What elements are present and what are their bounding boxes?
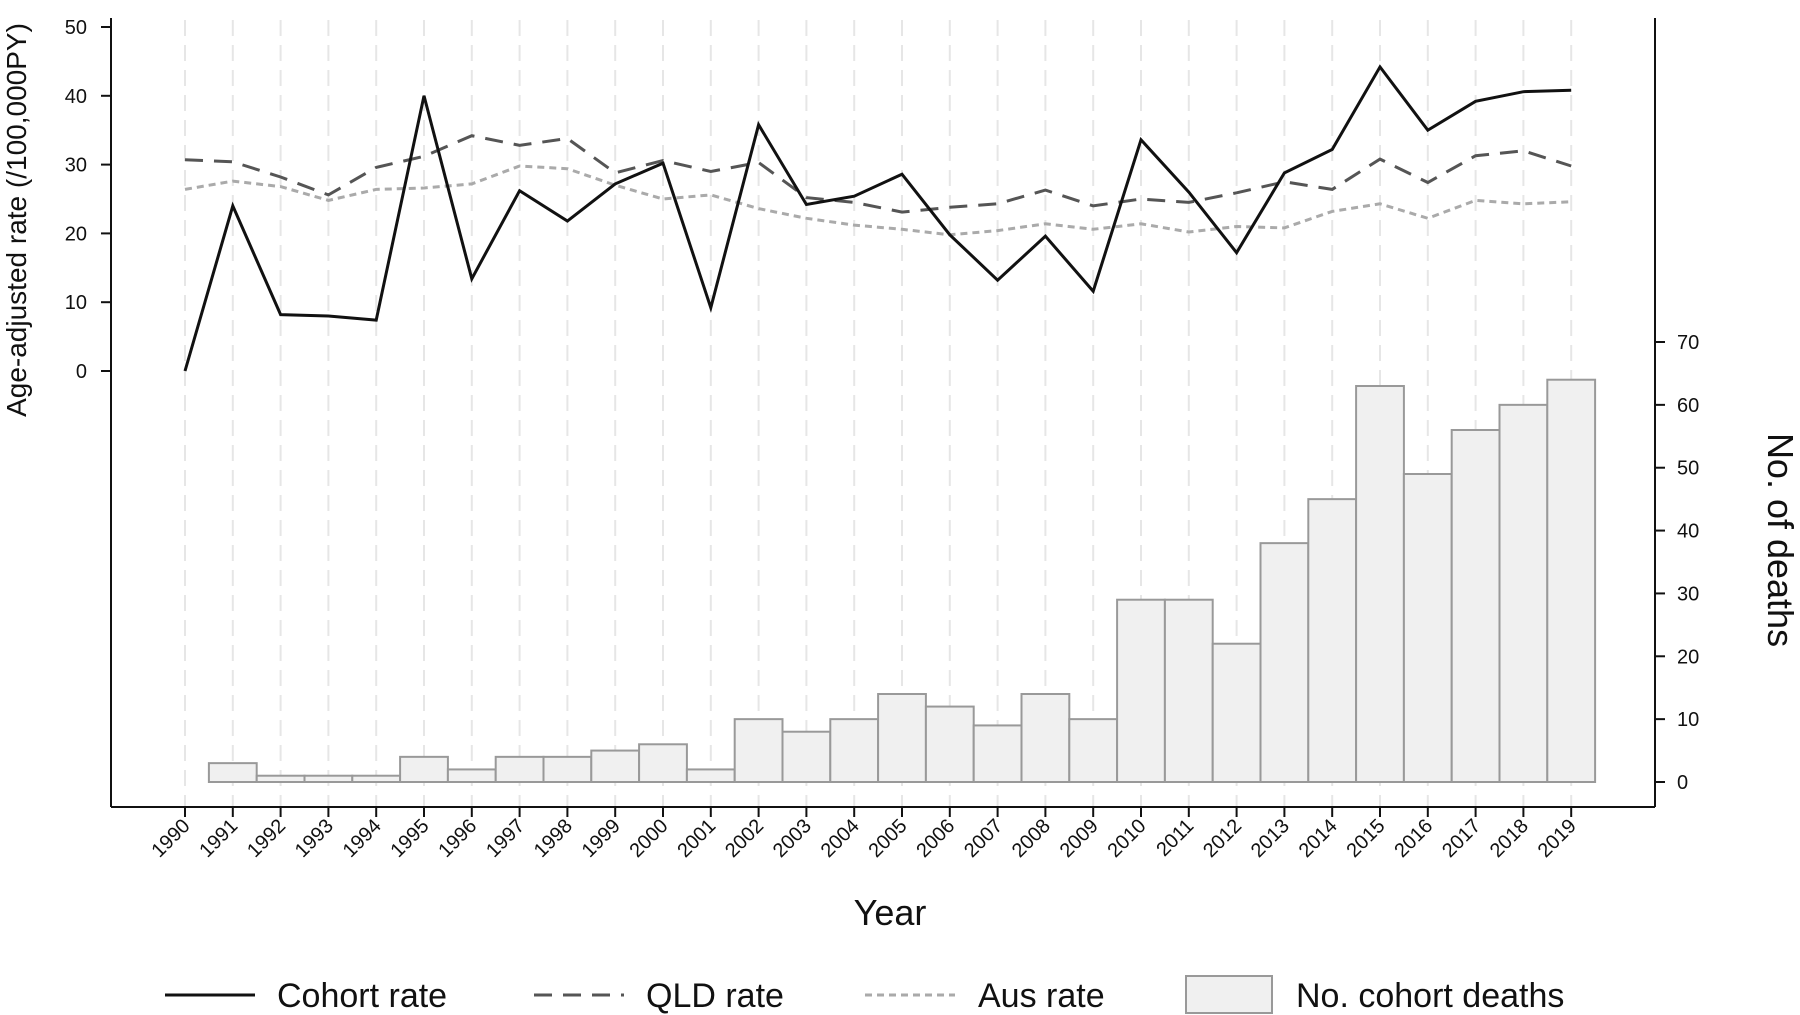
bar-2011 [1163, 598, 1214, 784]
x-tick-label-1993: 1993 [291, 815, 338, 862]
bar-2012 [1211, 642, 1262, 784]
legend-label-cohort-deaths: No. cohort deaths [1296, 977, 1564, 1015]
bar-1998 [542, 755, 593, 783]
bar-1993 [303, 774, 354, 784]
bar-1994 [351, 774, 402, 784]
bar-2005 [877, 693, 927, 783]
x-tick-label-2001: 2001 [673, 815, 720, 862]
left-tick-label-0: 0 [76, 361, 87, 383]
bar-2014 [1307, 498, 1358, 783]
series-line-qld-rate [184, 134, 1572, 214]
right-tick-label-60: 60 [1677, 395, 1699, 417]
axis-layer [110, 18, 1656, 808]
x-tick-label-1995: 1995 [387, 815, 434, 862]
bar-2007 [972, 724, 1023, 784]
bar-2000 [638, 743, 688, 783]
x-tick-label-2018: 2018 [1486, 815, 1533, 862]
x-tick-label-2003: 2003 [769, 815, 816, 862]
left-axis-title: Age-adjusted rate (/100,000PY) [1, 23, 32, 417]
x-tick-label-1990: 1990 [148, 815, 195, 862]
bar-2015 [1355, 385, 1405, 783]
bar-2018 [1498, 403, 1549, 783]
series-line-aus-rate [184, 164, 1572, 237]
x-tick-label-1991: 1991 [195, 815, 242, 862]
x-tick-label-2000: 2000 [626, 815, 673, 862]
legend-item-cohort-rate: Cohort rate [165, 977, 447, 1015]
legend-item-cohort-deaths: No. cohort deaths [1185, 975, 1564, 1015]
bar-2017 [1450, 429, 1501, 783]
right-tick-label-10: 10 [1677, 709, 1699, 731]
x-tick-label-2010: 2010 [1104, 815, 1151, 862]
left-tick-label-30: 30 [65, 155, 87, 177]
legend-swatch-cohort-deaths [1185, 975, 1273, 1014]
legend-label-cohort-rate: Cohort rate [277, 977, 447, 1015]
x-tick-label-2016: 2016 [1390, 815, 1437, 862]
bar-2010 [1116, 598, 1166, 784]
x-tick-label-2013: 2013 [1247, 815, 1294, 862]
legend: Cohort rate QLD rate Aus rate No. cohort… [165, 975, 1564, 1015]
bar-1999 [590, 749, 641, 783]
bar-2008 [1020, 693, 1071, 783]
left-tick-label-20: 20 [65, 223, 87, 245]
left-tick-label-50: 50 [65, 17, 87, 39]
bar-2003 [781, 730, 832, 784]
x-tick-label-2007: 2007 [960, 815, 1007, 862]
legend-item-aus-rate: Aus rate [865, 977, 1105, 1015]
bar-2016 [1402, 473, 1453, 783]
x-tick-label-2017: 2017 [1438, 815, 1485, 862]
left-tick-label-10: 10 [65, 292, 87, 314]
x-tick-label-2009: 2009 [1056, 815, 1103, 862]
x-tick-label-2019: 2019 [1534, 815, 1581, 862]
x-tick-label-2015: 2015 [1343, 815, 1390, 862]
bar-2019 [1546, 378, 1597, 783]
bar-2001 [685, 768, 736, 784]
right-tick-label-30: 30 [1677, 583, 1699, 605]
line-layer [183, 64, 1572, 372]
right-tick-label-20: 20 [1677, 646, 1699, 668]
bar-1991 [207, 762, 258, 784]
x-tick-label-2005: 2005 [865, 815, 912, 862]
right-tick-label-70: 70 [1677, 332, 1699, 354]
x-tick-label-1999: 1999 [578, 815, 625, 862]
legend-label-qld-rate: QLD rate [646, 977, 784, 1015]
left-tick-label-40: 40 [65, 86, 87, 108]
bar-2009 [1068, 718, 1119, 784]
bar-2013 [1259, 542, 1310, 784]
bar-layer [207, 378, 1597, 784]
series-line-cohort-rate [183, 64, 1572, 372]
right-tick-label-40: 40 [1677, 521, 1699, 543]
x-tick-label-2004: 2004 [817, 815, 864, 862]
legend-item-qld-rate: QLD rate [534, 977, 784, 1015]
bar-1992 [255, 774, 306, 784]
x-tick-label-2012: 2012 [1199, 815, 1246, 862]
bar-1995 [399, 755, 449, 783]
bar-2002 [733, 718, 784, 784]
x-tick-label-2002: 2002 [721, 815, 768, 862]
right-axis-title: No. of deaths [1760, 433, 1800, 647]
x-tick-label-1997: 1997 [482, 815, 529, 862]
x-tick-label-2011: 2011 [1152, 815, 1198, 861]
right-tick-label-0: 0 [1677, 772, 1688, 794]
x-tick-label-1996: 1996 [434, 815, 481, 862]
bar-2006 [924, 705, 975, 783]
x-tick-label-2006: 2006 [912, 815, 959, 862]
legend-label-aus-rate: Aus rate [978, 977, 1105, 1015]
right-tick-label-50: 50 [1677, 458, 1699, 480]
x-tick-label-1992: 1992 [243, 815, 290, 862]
bar-1996 [446, 768, 497, 784]
x-tick-label-2014: 2014 [1295, 815, 1342, 862]
bar-1997 [494, 755, 545, 783]
x-axis-title: Year [854, 892, 927, 933]
x-tick-label-1998: 1998 [530, 815, 577, 862]
bar-2004 [829, 718, 880, 784]
x-tick-label-1994: 1994 [339, 815, 386, 862]
x-tick-label-2008: 2008 [1008, 815, 1055, 862]
